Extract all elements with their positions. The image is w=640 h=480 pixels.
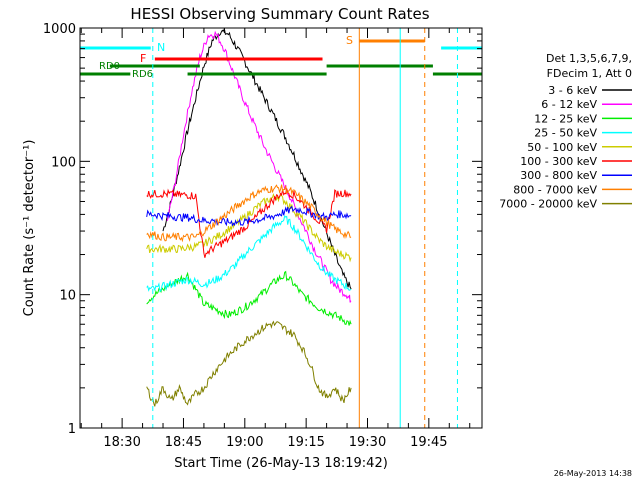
y-tick-label: 10 <box>59 289 76 304</box>
legend-label-8: 7000 - 20000 keV <box>499 198 597 211</box>
flag-label-rd0: RD0 <box>99 61 120 72</box>
x-tick-label: 18:45 <box>165 435 202 450</box>
axis-ticks: 1 10 100 1000 18:30 18:45 19:00 19:15 19:30 19:45 <box>43 22 482 450</box>
x-tick-label: 19:15 <box>287 435 324 450</box>
y-axis-label: Count Rate (s⁻¹ detector⁻¹) <box>22 140 37 317</box>
legend-label-7: 800 - 7000 keV <box>513 183 597 196</box>
flag-label-rd6: RD6 <box>132 69 153 80</box>
plot-frame <box>79 27 483 429</box>
legend-label-2: 12 - 25 keV <box>534 112 597 125</box>
x-axis-label: Start Time (26-May-13 18:19:42) <box>174 456 388 471</box>
timestamp: 26-May-2013 14:38 <box>554 469 632 478</box>
flag-label-s: S <box>346 34 353 47</box>
series-line-4 <box>146 192 352 263</box>
series-line-8 <box>146 320 352 407</box>
x-tick-label: 19:45 <box>410 435 447 450</box>
legend-label-4: 50 - 100 keV <box>527 141 597 154</box>
y-tick-label: 100 <box>51 155 76 170</box>
x-tick-label: 19:00 <box>226 435 263 450</box>
chart-title: HESSI Observing Summary Count Rates <box>130 5 429 23</box>
y-tick-label: 1 <box>68 422 76 437</box>
x-tick-label: 19:30 <box>349 435 386 450</box>
x-tick-label: 18:30 <box>103 435 140 450</box>
series-line-6 <box>146 205 352 227</box>
legend-label-0: 3 - 6 keV <box>548 84 597 97</box>
flag-label-n: N <box>157 41 165 54</box>
series-line-2 <box>146 270 352 326</box>
legend-header-line-2: FDecim 1, Att 0 <box>547 67 632 80</box>
flag-label-f: F <box>140 52 146 65</box>
series-line-7 <box>146 184 352 243</box>
legend: Det 1,3,5,6,7,9, FDecim 1, Att 0 3 - 6 k… <box>499 52 632 211</box>
legend-label-1: 6 - 12 keV <box>541 98 597 111</box>
legend-label-5: 100 - 300 keV <box>520 155 597 168</box>
y-tick-label: 1000 <box>43 22 76 37</box>
series-line-3 <box>146 215 352 293</box>
legend-header-line-1: Det 1,3,5,6,7,9, <box>546 52 632 65</box>
legend-label-3: 25 - 50 keV <box>534 127 597 140</box>
legend-label-6: 300 - 800 keV <box>520 169 597 182</box>
data-layer <box>146 27 352 407</box>
